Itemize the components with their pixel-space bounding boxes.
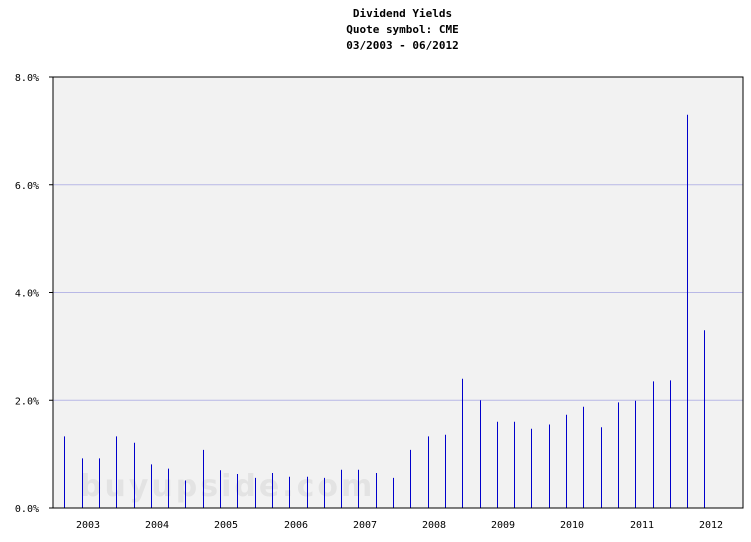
x-tick-label: 2008 [422,520,446,531]
y-axis-ticks: 0.0% 2.0% 4.0% 6.0% 8.0% [15,73,53,515]
x-tick-label: 2007 [353,520,377,531]
x-tick-label: 2003 [76,520,100,531]
grid-lines [53,184,743,401]
y-tick-label: 6.0% [15,181,39,192]
x-tick-label: 2004 [145,520,169,531]
y-tick-label: 0.0% [15,504,39,515]
x-tick-label: 2010 [560,520,584,531]
x-tick-label: 2012 [699,520,723,531]
y-tick-label: 4.0% [15,289,39,300]
watermark-text: buyupside.com [80,469,375,504]
y-tick-label: 2.0% [15,396,39,407]
bar-series [64,114,705,508]
chart-title-block: Dividend Yields Quote symbol: CME 03/200… [0,6,751,54]
chart-title: Dividend Yields [352,7,453,20]
y-tick-label: 8.0% [15,73,39,84]
x-axis-ticks: 2003 2004 2005 2006 2007 2008 2009 2010 2011 2012 [76,520,723,531]
x-tick-label: 2009 [491,520,515,531]
chart-subtitle-symbol: Quote symbol: CME [346,23,459,36]
x-tick-label: 2005 [214,520,238,531]
chart-subtitle-range: 03/2003 - 06/2012 [346,39,459,52]
x-tick-label: 2006 [284,520,308,531]
x-tick-label: 2011 [630,520,654,531]
